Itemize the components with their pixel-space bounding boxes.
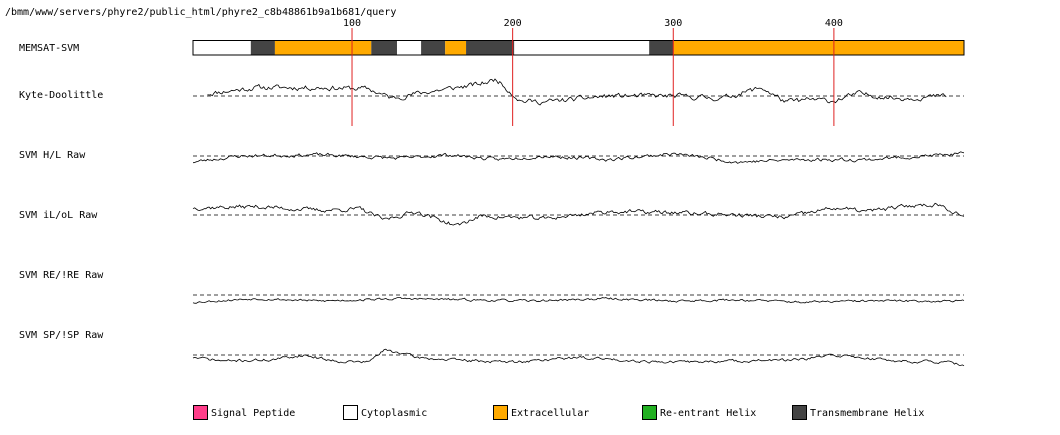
topology-segment-cytoplasmic [396, 40, 422, 55]
topology-segment-extracellular [274, 40, 372, 55]
track-label: SVM SP/!SP Raw [19, 330, 104, 341]
legend-label: Cytoplasmic [361, 408, 427, 419]
legend-swatch [343, 405, 358, 420]
legend-swatch [193, 405, 208, 420]
topology-segment-cytoplasmic [514, 40, 650, 55]
legend-label: Transmembrane Helix [810, 408, 924, 419]
track-trace [207, 78, 947, 106]
legend-label: Re-entrant Helix [660, 408, 756, 419]
x-tick-label: 200 [504, 18, 522, 29]
track-label: SVM H/L Raw [19, 150, 86, 161]
topology-segment-transmembrane-helix [250, 40, 275, 55]
x-tick-label: 100 [343, 18, 361, 29]
track-label: SVM RE/!RE Raw [19, 270, 104, 281]
legend-swatch [493, 405, 508, 420]
topology-segment-cytoplasmic [193, 40, 251, 55]
query-path: /bmm/www/servers/phyre2/public_html/phyr… [5, 7, 396, 18]
x-tick-label: 400 [825, 18, 843, 29]
legend-swatch [642, 405, 657, 420]
topology-segment-extracellular [673, 40, 964, 55]
legend-label: Extracellular [511, 408, 589, 419]
topology-bar-border [192, 40, 965, 56]
topology-segment-transmembrane-helix [421, 40, 446, 55]
track-trace [192, 297, 965, 304]
topology-segment-transmembrane-helix [371, 40, 397, 55]
track-trace [192, 348, 965, 367]
legend-swatch [792, 405, 807, 420]
legend-label: Signal Peptide [211, 408, 295, 419]
track-label: Kyte-Doolittle [19, 90, 103, 101]
x-tick-label: 300 [664, 18, 682, 29]
track-trace [192, 202, 965, 226]
topology-segment-extracellular [445, 40, 467, 55]
topology-segment-transmembrane-helix [466, 40, 515, 55]
topology-segment-transmembrane-helix [649, 40, 674, 55]
track-label: SVM iL/oL Raw [19, 210, 98, 221]
track-label: MEMSAT-SVM [19, 43, 79, 54]
track-trace [192, 151, 965, 164]
